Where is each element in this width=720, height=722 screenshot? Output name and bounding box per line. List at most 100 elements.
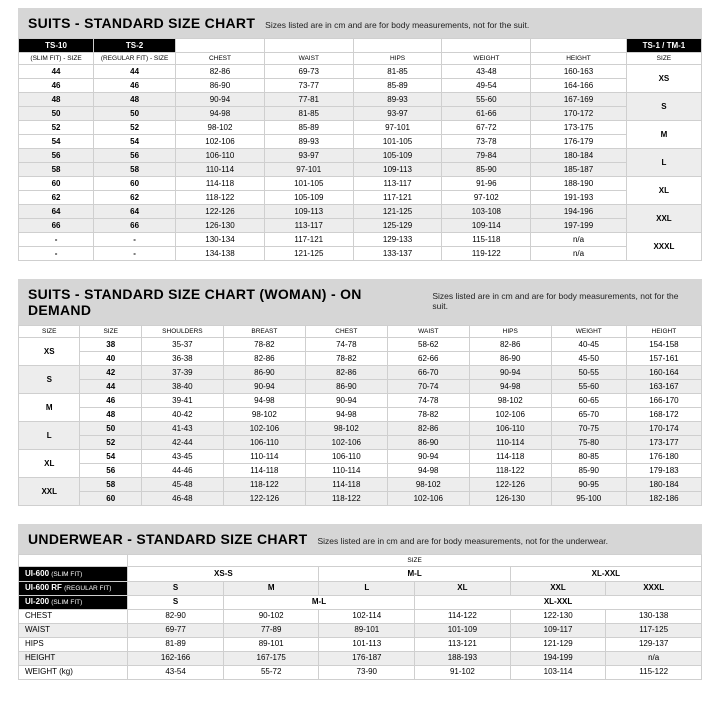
cell: 58 — [19, 163, 94, 177]
suits-header: SUITS - STANDARD SIZE CHART Sizes listed… — [18, 8, 702, 38]
cell: 113-117 — [264, 219, 353, 233]
size-group: L — [19, 422, 80, 450]
cell: 82-90 — [128, 609, 224, 623]
cell: 86-90 — [387, 436, 469, 450]
cell: 46 — [19, 79, 94, 93]
cell: 67-72 — [442, 121, 531, 135]
cell: 180-184 — [626, 478, 701, 492]
cell: 56 — [19, 149, 94, 163]
cell: 90-94 — [387, 450, 469, 464]
suits-col-head — [264, 39, 353, 53]
cell: 114-118 — [305, 478, 387, 492]
suits-col-sub: WAIST — [264, 53, 353, 65]
cell: 117-125 — [606, 623, 702, 637]
cell: XXXL — [606, 581, 702, 595]
suits-table: TS-10TS-2TS-1 / TM-1 (SLIM FIT) - SIZE(R… — [18, 38, 702, 261]
cell: 102-106 — [305, 436, 387, 450]
table-row: 464686-9073-7785-8949-54164-166 — [19, 79, 702, 93]
cell: 91-102 — [415, 665, 511, 679]
product-label: UI-600 RF (REGULAR FIT) — [19, 581, 128, 595]
suits-col-sub: CHEST — [176, 53, 265, 65]
size-group: M — [626, 121, 701, 149]
cell: S — [128, 595, 224, 609]
cell: 46-48 — [141, 492, 223, 506]
cell: 122-126 — [469, 478, 551, 492]
cell: 93-97 — [353, 107, 442, 121]
size-group: XS — [626, 65, 701, 93]
cell: 74-78 — [387, 394, 469, 408]
cell: 50 — [19, 107, 94, 121]
meas-label: CHEST — [19, 609, 128, 623]
table-row: 484890-9477-8189-9355-60167-169S — [19, 93, 702, 107]
table-row: UI-600 (SLIM FIT)XS-SM-LXL-XXL — [19, 567, 702, 581]
cell: 94-98 — [176, 107, 265, 121]
cell: 130-134 — [176, 233, 265, 247]
cell: 194-196 — [531, 205, 627, 219]
cell: 65-70 — [551, 408, 626, 422]
cell: 56 — [80, 464, 141, 478]
cell: 122-126 — [176, 205, 265, 219]
cell: 62 — [19, 191, 94, 205]
cell: 173-177 — [626, 436, 701, 450]
cell: 93-97 — [264, 149, 353, 163]
meas-label: WAIST — [19, 623, 128, 637]
table-row: XS3835-3778-8274-7858-6282-8640-45154-15… — [19, 338, 702, 352]
cell: 134-138 — [176, 247, 265, 261]
size-group: XL — [19, 450, 80, 478]
woman-col: WAIST — [387, 326, 469, 338]
cell: 52 — [19, 121, 94, 135]
cell: 102-106 — [469, 408, 551, 422]
cell: 48 — [80, 408, 141, 422]
cell: 109-113 — [264, 205, 353, 219]
cell: XXL — [510, 581, 606, 595]
cell: 81-85 — [353, 65, 442, 79]
size-group: S — [626, 93, 701, 121]
table-row: 5644-46114-118110-11494-98118-12285-9017… — [19, 464, 702, 478]
table-row: 5454102-10689-93101-10573-78176-179 — [19, 135, 702, 149]
blank — [19, 555, 128, 567]
suits-col-head: TS-1 / TM-1 — [626, 39, 701, 53]
cell: 102-106 — [223, 422, 305, 436]
cell: 157-161 — [626, 352, 701, 366]
cell: 60 — [94, 177, 176, 191]
woman-section: SUITS - STANDARD SIZE CHART (WOMAN) - ON… — [18, 279, 702, 506]
suits-col-sub: WEIGHT — [442, 53, 531, 65]
cell: 45-48 — [141, 478, 223, 492]
cell: 101-113 — [319, 637, 415, 651]
cell: 130-138 — [606, 609, 702, 623]
cell: 74-78 — [305, 338, 387, 352]
cell: 42 — [80, 366, 141, 380]
cell: 77-81 — [264, 93, 353, 107]
cell: - — [94, 233, 176, 247]
cell: 54 — [80, 450, 141, 464]
cell: XS-S — [128, 567, 319, 581]
cell: 43-45 — [141, 450, 223, 464]
cell: 85-89 — [353, 79, 442, 93]
cell: 52 — [94, 121, 176, 135]
cell: 86-90 — [223, 366, 305, 380]
suits-col-sub: (SLIM FIT) - SIZE — [19, 53, 94, 65]
cell: 162-166 — [128, 651, 224, 665]
cell: 80-85 — [551, 450, 626, 464]
meas-label: HEIGHT — [19, 651, 128, 665]
cell: 160-163 — [531, 65, 627, 79]
cell: 170-174 — [626, 422, 701, 436]
suits-title: SUITS - STANDARD SIZE CHART — [28, 15, 255, 31]
cell: 89-93 — [353, 93, 442, 107]
cell: XL-XXL — [415, 595, 702, 609]
cell: 39-41 — [141, 394, 223, 408]
cell: 55-72 — [223, 665, 319, 679]
cell: 97-102 — [442, 191, 531, 205]
cell: 86-90 — [305, 380, 387, 394]
cell: 81-85 — [264, 107, 353, 121]
cell: 64 — [19, 205, 94, 219]
cell: 102-106 — [176, 135, 265, 149]
cell: 126-130 — [176, 219, 265, 233]
cell: 94-98 — [305, 408, 387, 422]
cell: 176-179 — [531, 135, 627, 149]
woman-table: SIZESIZESHOULDERSBREASTCHESTWAISTHIPSWEI… — [18, 325, 702, 506]
cell: 106-110 — [469, 422, 551, 436]
cell: XL-XXL — [510, 567, 701, 581]
cell: 79-84 — [442, 149, 531, 163]
cell: 154-158 — [626, 338, 701, 352]
